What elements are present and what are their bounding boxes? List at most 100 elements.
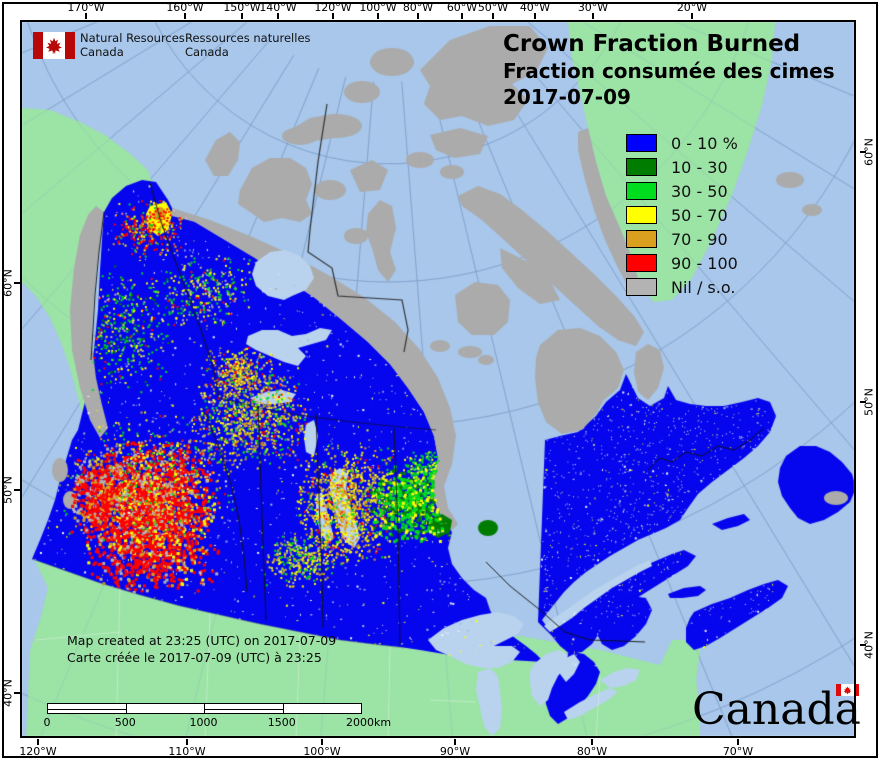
axis-tick-label: 70°W: [722, 745, 754, 758]
axis-tick-label: 80°W: [402, 1, 434, 14]
government-logo: [33, 32, 75, 59]
axis-tick-label: 90°W: [439, 745, 471, 758]
org-en-line2: Canada: [80, 45, 124, 59]
legend-label: 70 - 90: [671, 229, 728, 249]
legend: 0 - 10 % 10 - 30 30 - 50 50 - 70 70 - 90 90 -…: [626, 131, 738, 299]
org-fr-line1: Ressources naturelles: [185, 31, 311, 45]
legend-swatch: [626, 206, 657, 224]
legend-label: Nil / s.o.: [671, 277, 736, 297]
legend-swatch: [626, 158, 657, 176]
legend-label: 30 - 50: [671, 181, 728, 201]
axis-tick: [277, 13, 279, 19]
wordmark-flag-icon: [835, 684, 859, 696]
legend-swatch: [626, 254, 657, 272]
axis-tick-label: 30°W: [577, 1, 609, 14]
creation-notes: Map created at 23:25 (UTC) on 2017-07-09…: [67, 632, 336, 666]
legend-item: Nil / s.o.: [626, 275, 738, 299]
org-en-line1: Natural Resources: [80, 31, 185, 45]
axis-tick-label: 120°W: [314, 1, 352, 14]
legend-swatch: [626, 182, 657, 200]
axis-tick: [591, 739, 593, 745]
maple-leaf-icon: [46, 37, 62, 54]
org-fr-line2: Canada: [185, 45, 229, 59]
axis-tick: [332, 13, 334, 19]
created-text-english: Map created at 23:25 (UTC) on 2017-07-09: [67, 633, 337, 648]
axis-tick: [37, 739, 39, 745]
axis-tick-label: 100°W: [359, 1, 397, 14]
flag-center: [43, 32, 65, 59]
axis-tick-label: 60°W: [446, 1, 478, 14]
axis-tick: [860, 644, 866, 646]
axis-tick: [737, 739, 739, 745]
axis-tick-label: 40°N: [1, 679, 15, 707]
axis-tick-label: 60°N: [862, 138, 876, 166]
legend-label: 50 - 70: [671, 205, 728, 225]
axis-tick: [241, 13, 243, 19]
flag-left-bar: [33, 32, 43, 59]
axis-tick-label: 40°N: [862, 631, 876, 659]
legend-label: 10 - 30: [671, 157, 728, 177]
scale-bar-tick-label: 1000: [189, 716, 218, 729]
axis-tick: [492, 13, 494, 19]
axis-tick: [454, 739, 456, 745]
scale-bar-segment: [282, 704, 362, 713]
canada-wordmark: Canada: [692, 684, 861, 732]
axis-tick: [860, 401, 866, 403]
axis-tick-label: 20°W: [676, 1, 708, 14]
axis-tick: [534, 13, 536, 19]
title-english: Crown Fraction Burned: [503, 31, 801, 57]
axis-tick-label: 40°W: [519, 1, 551, 14]
axis-tick: [592, 13, 594, 19]
axis-tick: [184, 13, 186, 19]
axis-tick: [860, 151, 866, 153]
legend-item: 0 - 10 %: [626, 131, 738, 155]
flag-right-bar: [65, 32, 75, 59]
scale-bar-segment: [204, 704, 283, 713]
scale-bar-segment: [125, 704, 205, 713]
scale-bar-tick-label: 500: [114, 716, 136, 729]
axis-tick-label: 160°W: [166, 1, 204, 14]
axis-tick: [14, 282, 20, 284]
legend-label: 90 - 100: [671, 253, 738, 273]
axis-tick: [417, 13, 419, 19]
scale-bar-tick-label: 2000: [346, 716, 374, 729]
legend-item: 70 - 90: [626, 227, 738, 251]
canada-flag-icon: [33, 32, 75, 59]
created-text-french: Carte créée le 2017-07-09 (UTC) à 23:25: [67, 650, 322, 665]
axis-tick: [14, 489, 20, 491]
axis-tick: [85, 13, 87, 19]
legend-item: 50 - 70: [626, 203, 738, 227]
axis-tick-label: 170°W: [67, 1, 105, 14]
legend-item: 90 - 100: [626, 251, 738, 275]
legend-label: 0 - 10 %: [671, 133, 738, 153]
axis-tick-label: 50°N: [1, 476, 15, 504]
axis-tick-label: 150°W: [223, 1, 261, 14]
legend-item: 30 - 50: [626, 179, 738, 203]
axis-tick-label: 120°W: [19, 745, 57, 758]
axis-tick: [461, 13, 463, 19]
scale-bar-tick-label: 1500: [267, 716, 296, 729]
scale-bar-unit: km: [374, 716, 392, 729]
axis-tick-label: 140°W: [259, 1, 297, 14]
title-french: Fraction consumée des cimes: [503, 59, 835, 83]
axis-tick: [14, 692, 20, 694]
axis-tick: [186, 739, 188, 745]
legend-swatch: [626, 134, 657, 152]
scale-bar-tick-label: 0: [43, 716, 51, 729]
axis-tick-label: 100°W: [303, 745, 341, 758]
axis-tick-label: 50°W: [477, 1, 509, 14]
axis-tick: [691, 13, 693, 19]
axis-tick-label: 50°N: [862, 388, 876, 416]
legend-swatch: [626, 230, 657, 248]
axis-tick-label: 80°W: [576, 745, 608, 758]
org-name-french: Ressources naturelles Canada: [185, 31, 311, 59]
title-date: 2017-07-09: [503, 85, 631, 109]
axis-tick: [321, 739, 323, 745]
axis-tick-label: 60°N: [1, 269, 15, 297]
map-title: Crown Fraction Burned Fraction consumée …: [503, 30, 835, 110]
scale-bar: [47, 703, 362, 714]
axis-tick: [377, 13, 379, 19]
axis-tick-label: 110°W: [168, 745, 206, 758]
